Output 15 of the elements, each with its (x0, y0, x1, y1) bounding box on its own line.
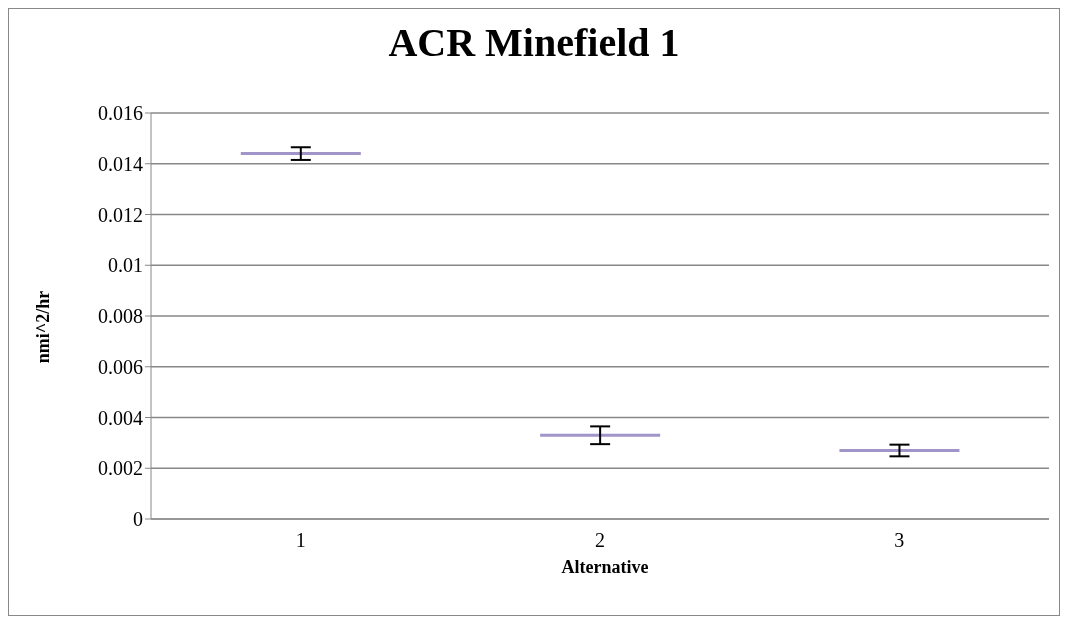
x-axis-title: Alternative (560, 557, 650, 578)
y-tick-label: 0.008 (98, 305, 143, 328)
y-tick-label: 0.016 (98, 102, 143, 125)
y-tick-label: 0.006 (98, 355, 143, 378)
y-tick-label: 0.014 (98, 152, 143, 175)
y-tick-label: 0.002 (98, 457, 143, 480)
x-tick-label: 3 (894, 529, 905, 552)
y-tick-label: 0.01 (108, 254, 143, 277)
y-tick-label: 0.004 (98, 406, 143, 429)
x-tick-label: 1 (295, 529, 306, 552)
x-tick-label: 2 (595, 529, 605, 552)
y-axis-title: nmi^2/hr (32, 290, 54, 364)
y-tick-label: 0.012 (98, 203, 143, 226)
y-tick-label: 0 (133, 508, 143, 531)
chart-title: ACR Minefield 1 (387, 19, 681, 66)
